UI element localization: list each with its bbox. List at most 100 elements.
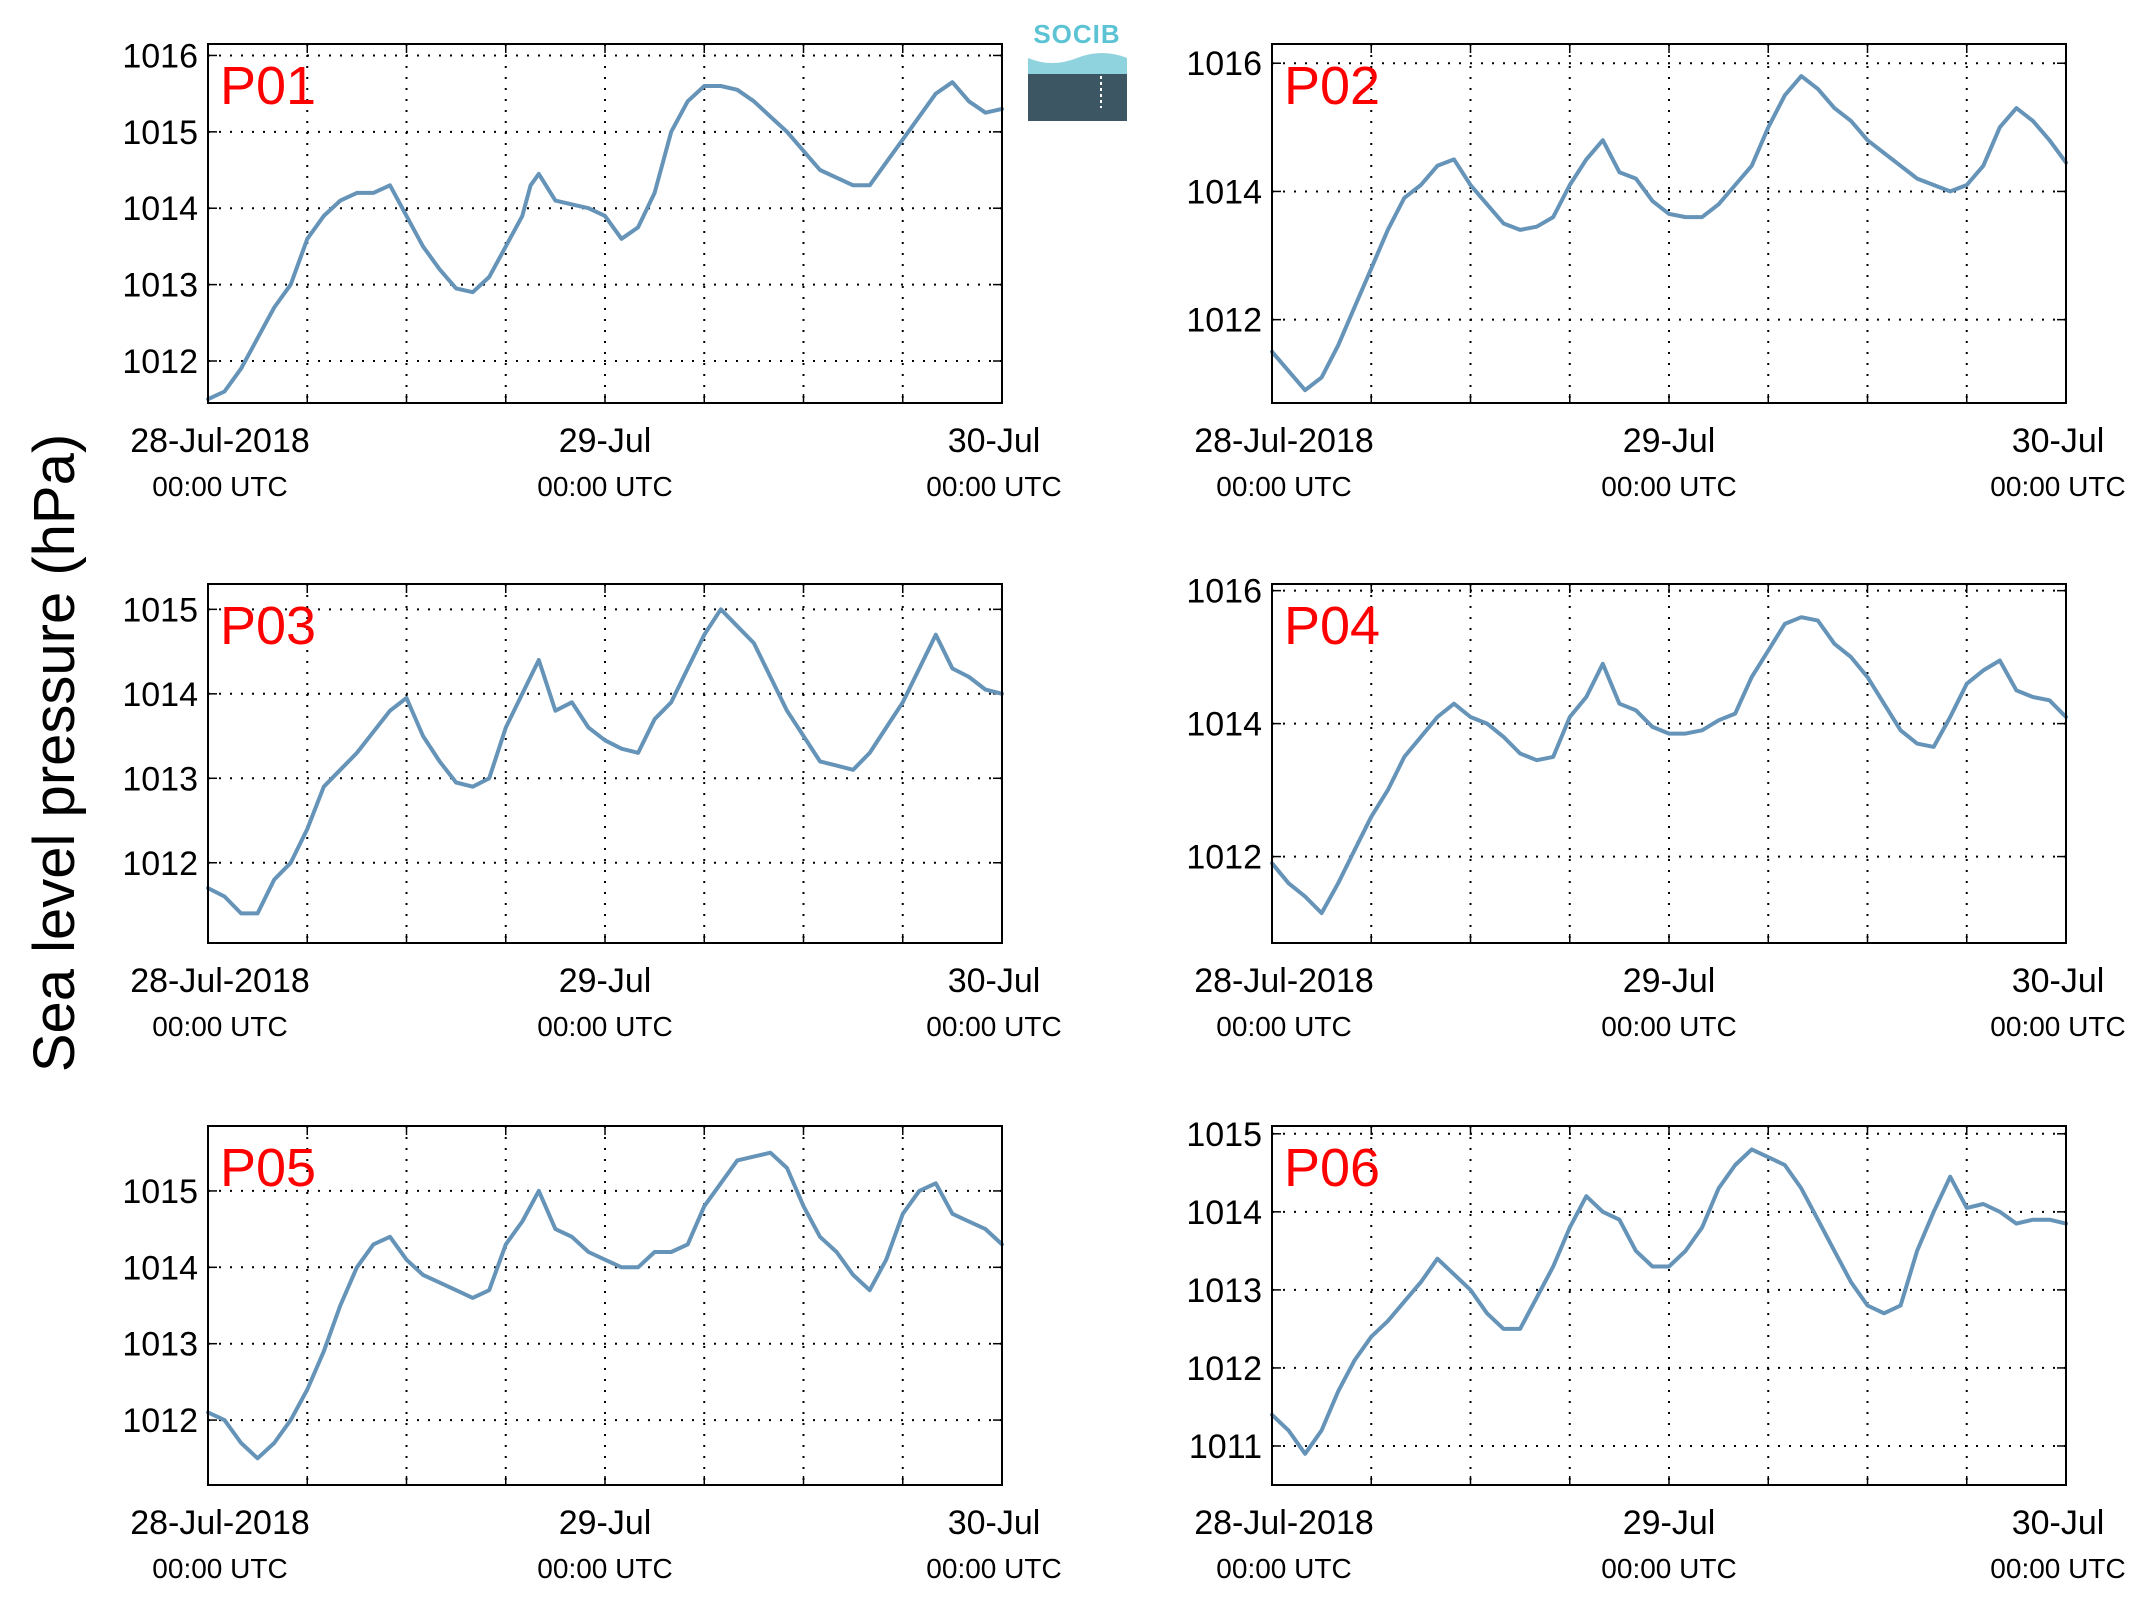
y-tick-label: 1014 <box>1186 706 1262 744</box>
tick-marks <box>1271 584 2067 943</box>
x-tick-label-date: 29-Jul <box>1623 1504 1716 1542</box>
plot-frame <box>207 43 1003 404</box>
vertical-gridlines <box>1370 584 1968 943</box>
panel-p01: 1012 1013 1014 1015 1016 28-Jul-2018 00:00 UTC… <box>122 37 1061 502</box>
x-tick-label-date: 29-Jul <box>1623 422 1716 460</box>
panels: 1012 1013 1014 1015 1016 28-Jul-2018 00:00 UTC… <box>122 37 2125 1584</box>
y-tick-label: 1014 <box>1186 1194 1262 1232</box>
x-tick-label-date: 30-Jul <box>2012 1504 2105 1542</box>
tick-marks <box>207 44 1003 403</box>
x-tick-label-date: 28-Jul-2018 <box>1194 422 1374 460</box>
y-tick-label: 1014 <box>122 676 198 714</box>
y-tick-label: 1012 <box>1186 302 1262 340</box>
y-tick-label: 1011 <box>1189 1428 1262 1466</box>
vertical-gridlines <box>1370 44 1968 403</box>
socib-logo-text: SOCIB <box>1033 19 1120 49</box>
x-tick-label-time: 00:00 UTC <box>537 1553 672 1584</box>
vertical-gridlines <box>306 1126 904 1485</box>
panel-label: P04 <box>1284 596 1380 656</box>
plot-frame <box>207 1125 1003 1486</box>
x-tick-label-date: 28-Jul-2018 <box>1194 1504 1374 1542</box>
series-line-p06 <box>1270 1147 2068 1456</box>
x-tick-label-date: 30-Jul <box>948 1504 1041 1542</box>
x-tick-label-time: 00:00 UTC <box>1990 1553 2125 1584</box>
y-tick-label: 1016 <box>1186 45 1262 83</box>
x-tick-label-date: 29-Jul <box>559 1504 652 1542</box>
plot-frame <box>1271 1125 2067 1486</box>
y-tick-label: 1014 <box>122 1249 198 1287</box>
panel-label: P06 <box>1284 1138 1380 1198</box>
tick-marks <box>207 1126 1003 1485</box>
x-tick-label-time: 00:00 UTC <box>926 1011 1061 1042</box>
y-tick-label: 1015 <box>122 114 198 152</box>
plot-frame <box>207 583 1003 944</box>
panel-p03: 1012 1013 1014 1015 28-Jul-2018 00:00 UTC 29-J… <box>122 583 1062 1042</box>
horizontal-gridlines <box>1272 1132 2066 1447</box>
series-line-p04 <box>1270 615 2068 916</box>
series-line-p05 <box>206 1150 1004 1461</box>
x-tick-label-date: 28-Jul-2018 <box>1194 962 1374 1000</box>
y-tick-label: 1015 <box>122 1173 198 1211</box>
y-tick-label: 1016 <box>122 37 198 75</box>
y-tick-label: 1013 <box>122 760 198 798</box>
horizontal-gridlines <box>208 54 1002 362</box>
panel-label: P01 <box>220 56 316 116</box>
x-tick-label-time: 00:00 UTC <box>1990 471 2125 502</box>
x-tick-label-time: 00:00 UTC <box>1601 1011 1736 1042</box>
plot-frame <box>1271 583 2067 944</box>
panel-p02: 1012 1014 1016 28-Jul-2018 00:00 UTC 29-Jul 00… <box>1186 43 2126 502</box>
x-tick-label-date: 28-Jul-2018 <box>130 962 310 1000</box>
y-tick-label: 1015 <box>1186 1116 1262 1154</box>
series-line-p02 <box>1270 74 2068 393</box>
x-tick-label-date: 29-Jul <box>559 422 652 460</box>
x-tick-label-date: 30-Jul <box>948 422 1041 460</box>
y-tick-label: 1012 <box>122 343 198 381</box>
panel-p04: 1012 1014 1016 28-Jul-2018 00:00 UTC 29-Jul 00… <box>1186 573 2125 1042</box>
y-tick-label: 1012 <box>122 845 198 883</box>
x-tick-label-date: 28-Jul-2018 <box>130 422 310 460</box>
panel-p05: 1012 1013 1014 1015 28-Jul-2018 00:00 UTC 29-J… <box>122 1125 1062 1584</box>
y-tick-label: 1014 <box>1186 173 1262 211</box>
x-tick-label-time: 00:00 UTC <box>537 1011 672 1042</box>
panel-label: P02 <box>1284 56 1380 116</box>
y-tick-label: 1014 <box>122 190 198 228</box>
vertical-gridlines <box>306 584 904 943</box>
horizontal-gridlines <box>1272 62 2066 321</box>
y-tick-label: 1013 <box>1186 1272 1262 1310</box>
horizontal-gridlines <box>208 608 1002 864</box>
x-tick-label-time: 00:00 UTC <box>1601 471 1736 502</box>
x-tick-label-time: 00:00 UTC <box>1216 1011 1351 1042</box>
x-tick-label-time: 00:00 UTC <box>926 1553 1061 1584</box>
panel-label: P03 <box>220 596 316 656</box>
x-tick-label-date: 29-Jul <box>559 962 652 1000</box>
horizontal-gridlines <box>208 1189 1002 1422</box>
y-tick-label: 1016 <box>1186 573 1262 611</box>
socib-logo-wave <box>1028 53 1127 74</box>
x-tick-label-time: 00:00 UTC <box>152 1011 287 1042</box>
x-tick-label-date: 29-Jul <box>1623 962 1716 1000</box>
vertical-gridlines <box>306 44 904 403</box>
x-tick-label-time: 00:00 UTC <box>1216 1553 1351 1584</box>
panel-label: P05 <box>220 1138 316 1198</box>
plot-frame <box>1271 43 2067 404</box>
panel-p06: 1011 1012 1013 1014 1015 28-Jul-2018 00:00 UTC… <box>1186 1116 2125 1584</box>
y-tick-label: 1012 <box>1186 1350 1262 1388</box>
x-tick-label-time: 00:00 UTC <box>152 1553 287 1584</box>
y-tick-label: 1012 <box>122 1402 198 1440</box>
x-tick-label-date: 30-Jul <box>2012 962 2105 1000</box>
y-tick-label: 1015 <box>122 591 198 629</box>
x-tick-label-date: 30-Jul <box>948 962 1041 1000</box>
x-tick-label-time: 00:00 UTC <box>1216 471 1351 502</box>
y-tick-label: 1012 <box>1186 839 1262 877</box>
y-tick-label: 1013 <box>122 267 198 305</box>
x-tick-label-time: 00:00 UTC <box>1601 1553 1736 1584</box>
socib-logo: SOCIB <box>1028 19 1127 121</box>
x-tick-label-date: 28-Jul-2018 <box>130 1504 310 1542</box>
y-tick-label: 1013 <box>122 1326 198 1364</box>
x-tick-label-time: 00:00 UTC <box>926 471 1061 502</box>
x-tick-label-date: 30-Jul <box>2012 422 2105 460</box>
x-tick-label-time: 00:00 UTC <box>1990 1011 2125 1042</box>
x-tick-label-time: 00:00 UTC <box>152 471 287 502</box>
y-axis-label: Sea level pressure (hPa) <box>22 434 87 1072</box>
series-line-p03 <box>206 607 1004 916</box>
